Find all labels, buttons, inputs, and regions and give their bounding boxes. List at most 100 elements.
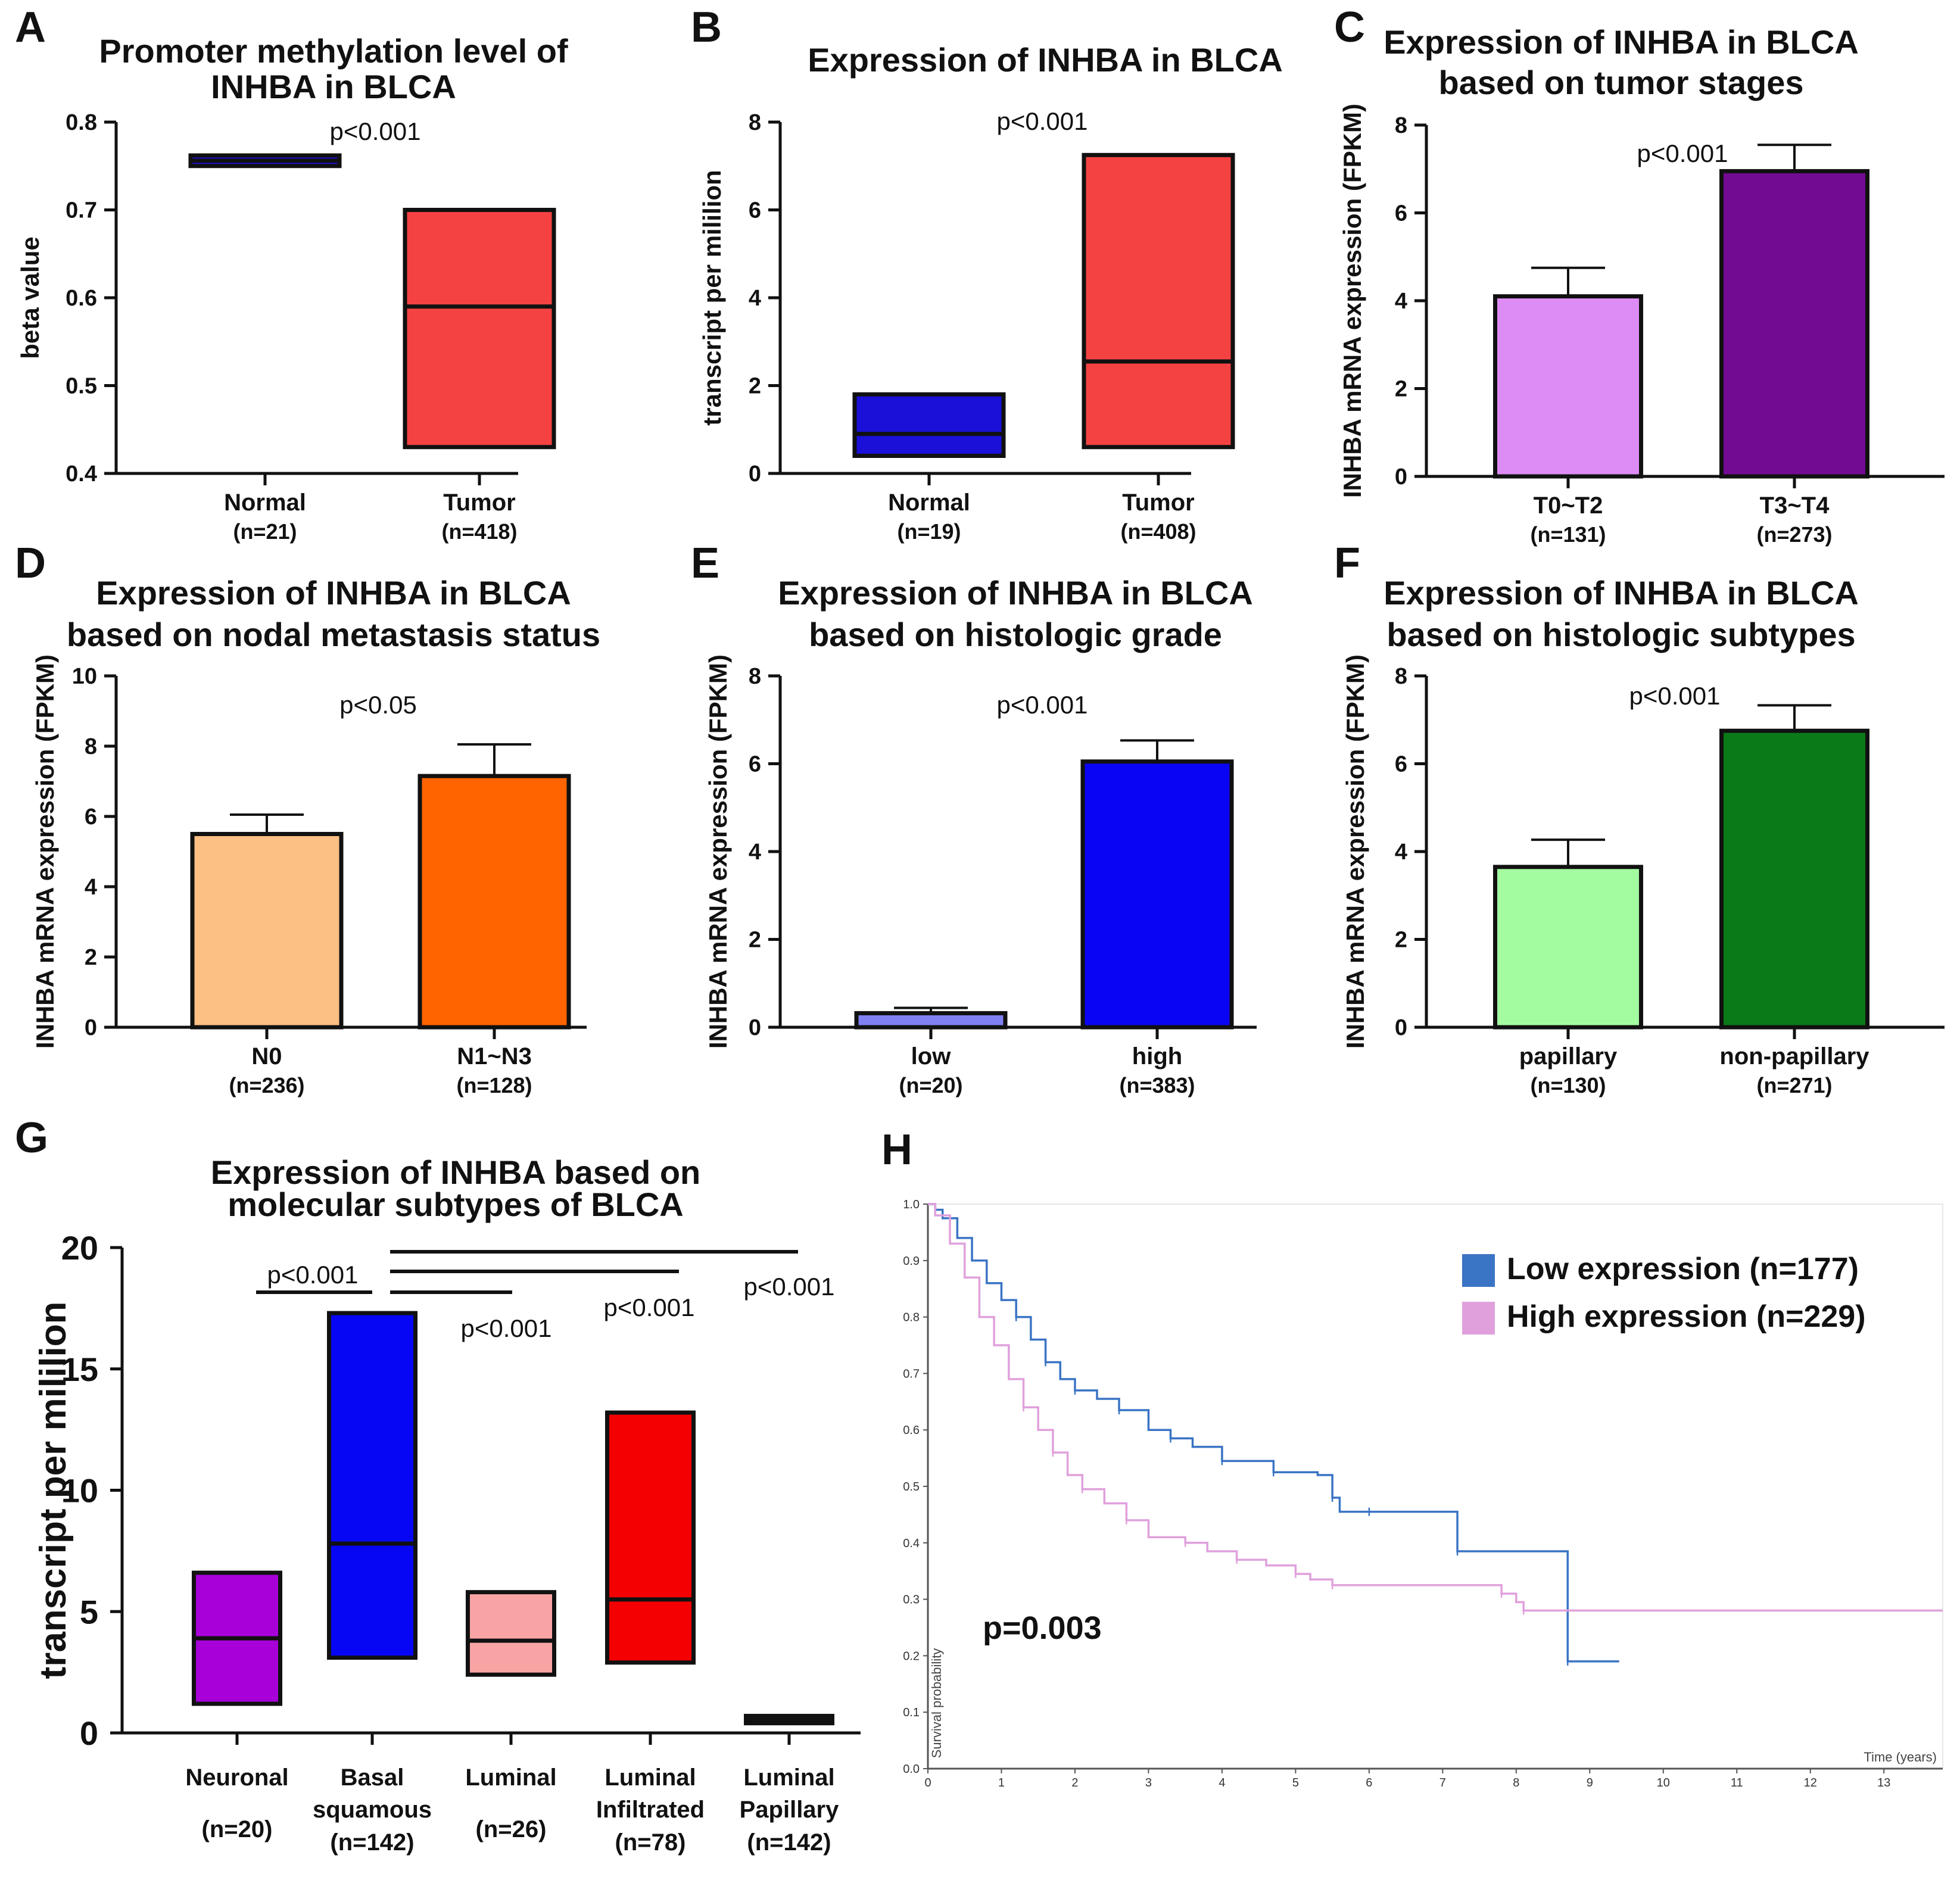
p-value-E: p<0.001: [997, 691, 1088, 719]
y-tick-label-E: 4: [749, 840, 761, 865]
km-x-tick-label: 9: [1587, 1776, 1593, 1789]
sample-size-label-F: (n=271): [1756, 1073, 1832, 1098]
y-tick-label-G: 20: [61, 1229, 98, 1267]
km-y-tick-label: 0.6: [903, 1424, 920, 1437]
category-label-C: T0~T2: [1534, 492, 1603, 519]
p-value-G-3: p<0.001: [744, 1273, 835, 1301]
p-value-F: p<0.001: [1629, 682, 1721, 710]
p-value-C: p<0.001: [1637, 139, 1728, 167]
category-label-F: papillary: [1519, 1043, 1618, 1070]
y-tick-label-B: 2: [749, 374, 761, 399]
panel-title-F: based on histologic subtypes: [1386, 616, 1855, 653]
panel-title-C: based on tumor stages: [1438, 64, 1803, 101]
km-y-tick-label: 0.8: [903, 1311, 920, 1324]
panel-label-G: G: [15, 1114, 48, 1162]
category-label-B: Normal: [888, 490, 970, 516]
km-x-tick-label: 2: [1071, 1776, 1078, 1789]
bar-F-0: [1493, 865, 1643, 1030]
y-tick-label-C: 8: [1395, 113, 1407, 138]
box-G-3: [605, 1410, 696, 1665]
sample-size-label-B: (n=19): [897, 519, 961, 544]
category-label-F: non-papillary: [1719, 1043, 1869, 1070]
km-x-tick-label: 7: [1439, 1776, 1446, 1789]
category-label-A: Normal: [224, 490, 306, 516]
bar-E-0: [854, 1011, 1008, 1030]
panel-title-D: Expression of INHBA in BLCA: [96, 574, 571, 612]
km-plot-area: [927, 1204, 1943, 1769]
km-x-tick-label: 6: [1366, 1776, 1372, 1789]
y-tick-label-B: 8: [749, 110, 761, 135]
category-label-G: (n=20): [202, 1816, 273, 1842]
bar-D-0: [190, 832, 344, 1030]
y-tick-label-D: 0: [85, 1015, 97, 1040]
sample-size-label-B: (n=408): [1120, 519, 1196, 544]
km-x-tick-label: 8: [1513, 1776, 1519, 1789]
sample-size-label-E: (n=383): [1119, 1073, 1195, 1098]
y-tick-label-F: 0: [1395, 1015, 1407, 1040]
y-axis-label-C: INHBA mRNA expression (FPKM): [1338, 104, 1366, 498]
y-tick-label-A: 0.8: [66, 110, 97, 135]
p-value-G-0: p<0.001: [267, 1261, 359, 1289]
box-G-2: [466, 1590, 556, 1677]
panel-title-C: Expression of INHBA in BLCA: [1383, 23, 1859, 61]
panel-label-D: D: [15, 540, 46, 587]
panel-label-B: B: [691, 4, 722, 51]
y-tick-label-G: 15: [61, 1351, 98, 1388]
y-tick-label-C: 6: [1395, 201, 1407, 226]
y-tick-label-B: 0: [749, 462, 761, 487]
sample-size-label-D: (n=236): [229, 1073, 304, 1098]
category-label-G: Neuronal: [185, 1764, 288, 1791]
km-y-tick-label: 0.1: [903, 1706, 920, 1719]
category-label-G: Luminal: [604, 1764, 696, 1791]
category-label-B: Tumor: [1122, 490, 1194, 516]
category-label-G: (n=142): [330, 1829, 414, 1856]
p-value-D: p<0.05: [339, 691, 417, 719]
box-A-1: [403, 208, 556, 450]
category-label-C: T3~T4: [1760, 492, 1830, 519]
y-tick-label-A: 0.5: [66, 374, 97, 399]
legend-swatch-1: [1462, 1302, 1495, 1335]
category-label-D: N1~N3: [457, 1043, 532, 1070]
panel-title-E: based on histologic grade: [809, 616, 1222, 653]
box-B-0: [852, 392, 1006, 458]
p-value-G-2: p<0.001: [604, 1293, 695, 1321]
y-tick-label-F: 2: [1395, 928, 1407, 953]
km-y-tick-label: 1.0: [903, 1198, 920, 1211]
y-tick-label-C: 2: [1395, 377, 1407, 402]
km-y-tick-label: 0.3: [903, 1594, 920, 1607]
sample-size-label-A: (n=21): [233, 519, 297, 544]
panel-label-A: A: [15, 4, 46, 51]
km-x-tick-label: 1: [998, 1776, 1005, 1789]
y-tick-label-B: 4: [749, 286, 761, 311]
panel-label-H: H: [881, 1126, 912, 1174]
panel-title-F: Expression of INHBA in BLCA: [1383, 574, 1859, 612]
km-x-tick-label: 11: [1731, 1776, 1743, 1789]
y-axis-label-A: beta value: [16, 236, 44, 358]
km-y-tick-label: 0.0: [903, 1763, 920, 1776]
category-label-G: (n=78): [615, 1829, 686, 1856]
y-tick-label-E: 8: [749, 664, 761, 689]
km-x-tick-label: 10: [1657, 1776, 1670, 1789]
sample-size-label-C: (n=273): [1756, 522, 1832, 547]
y-tick-label-E: 2: [749, 928, 761, 953]
km-x-tick-label: 12: [1804, 1776, 1817, 1789]
legend-label-0: Low expression (n=177): [1507, 1252, 1859, 1286]
y-tick-label-F: 6: [1395, 752, 1407, 777]
legend-swatch-0: [1462, 1254, 1495, 1287]
y-tick-label-C: 4: [1395, 289, 1407, 314]
bar-C-1: [1719, 169, 1869, 479]
sample-size-label-F: (n=130): [1530, 1073, 1606, 1098]
p-value-G-1: p<0.001: [461, 1314, 552, 1342]
km-x-tick-label: 3: [1145, 1776, 1152, 1789]
panel-title-E: Expression of INHBA in BLCA: [778, 574, 1253, 612]
km-p-value: p=0.003: [983, 1610, 1102, 1646]
sample-size-label-D: (n=128): [456, 1073, 532, 1098]
km-x-tick-label: 5: [1292, 1776, 1299, 1789]
y-tick-label-G: 10: [61, 1472, 98, 1510]
y-tick-label-D: 8: [85, 734, 97, 759]
panel-title-B: Expression of INHBA in BLCA: [808, 41, 1283, 79]
km-y-tick-label: 0.4: [903, 1537, 920, 1550]
panel-title-G: molecular subtypes of BLCA: [228, 1186, 683, 1223]
km-x-tick-label: 4: [1219, 1776, 1225, 1789]
